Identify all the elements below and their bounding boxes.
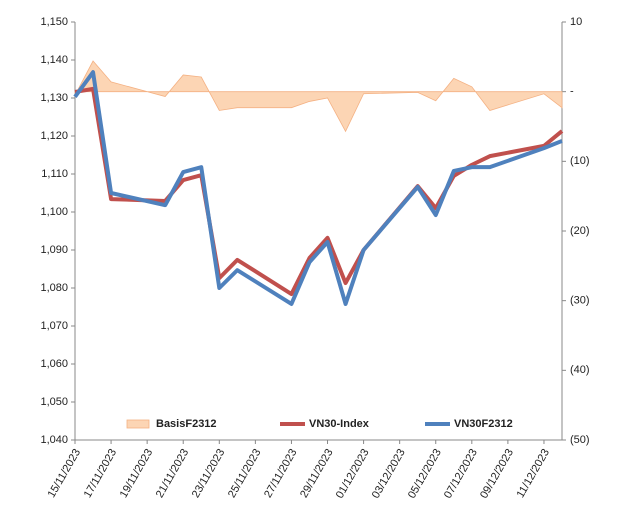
y-tick-label: 1,110 — [41, 168, 68, 180]
x-tick-label: 19/11/2023 — [118, 447, 156, 500]
line — [74, 86, 564, 297]
y-tick-label: 1,050 — [40, 396, 68, 408]
x-tick-label: 09/12/2023 — [478, 447, 516, 501]
y2-tick-label: - — [570, 86, 574, 98]
y2-tick-label: (30) — [570, 295, 590, 307]
x-tick-label: 01/12/2023 — [334, 447, 372, 501]
y-tick-label: 1,130 — [40, 92, 68, 104]
y2-tick-label: 10 — [570, 16, 582, 28]
y-tick-label: 1,090 — [40, 244, 68, 256]
y-tick-label: 1,080 — [40, 282, 68, 294]
x-tick-label: 27/11/2023 — [262, 447, 300, 500]
x-tick-label: 15/11/2023 — [46, 447, 84, 500]
legend-item: VN30F2312 — [425, 418, 513, 430]
x-tick-label: 29/11/2023 — [298, 447, 336, 500]
x-tick-label: 03/12/2023 — [370, 447, 408, 501]
x-tick-label: 25/11/2023 — [226, 447, 264, 500]
legend-item: BasisF2312 — [126, 418, 217, 430]
y-tick-label: 1,140 — [40, 54, 68, 66]
x-tick-label: 17/11/2023 — [82, 447, 120, 500]
x-tick-label: 07/12/2023 — [442, 447, 480, 501]
y-tick-label: 1,060 — [40, 358, 68, 370]
y2-tick-label: (20) — [570, 225, 590, 237]
x-tick-label: 05/12/2023 — [406, 447, 444, 501]
y-tick-label: 1,100 — [40, 206, 68, 218]
line — [73, 70, 563, 306]
y-tick-label: 1,040 — [40, 434, 68, 446]
legend-label: VN30F2312 — [454, 418, 513, 430]
y-tick-label: 1,150 — [40, 16, 68, 28]
area — [74, 60, 563, 133]
legend-item: VN30-Index — [280, 418, 370, 430]
y2-tick-label: (50) — [570, 434, 590, 446]
legend-label: VN30-Index — [309, 418, 370, 430]
y-tick-label: 1,120 — [40, 130, 68, 142]
y2-tick-label: (40) — [570, 364, 590, 376]
y-tick-label: 1,070 — [40, 320, 68, 332]
x-tick-label: 11/12/2023 — [515, 447, 553, 500]
x-tick-label: 23/11/2023 — [190, 447, 228, 500]
legend-swatch — [126, 419, 150, 429]
y2-tick-label: (10) — [570, 155, 590, 167]
legend-label: BasisF2312 — [156, 418, 217, 430]
x-tick-label: 21/11/2023 — [154, 447, 192, 500]
